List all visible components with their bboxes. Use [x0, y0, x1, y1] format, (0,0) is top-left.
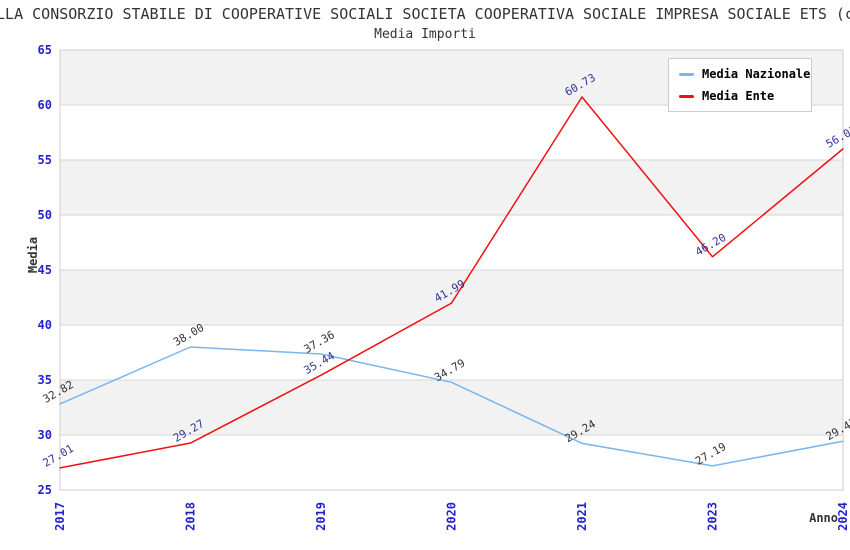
y-tick-label: 50: [38, 208, 52, 222]
chart-subtitle: Media Importi: [374, 27, 476, 42]
legend-item-media-nazionale[interactable]: Media Nazionale: [679, 67, 810, 81]
y-tick-label: 30: [38, 428, 52, 442]
plot-band: [60, 380, 843, 435]
plot-band: [60, 270, 843, 325]
y-tick-label: 45: [38, 263, 52, 277]
x-tick-label: 2019: [314, 502, 328, 531]
y-tick-label: 60: [38, 98, 52, 112]
x-tick-label: 2018: [184, 502, 198, 531]
x-tick-label: 2024: [836, 502, 850, 531]
x-tick-label: 2017: [53, 502, 67, 531]
y-tick-label: 25: [38, 483, 52, 497]
x-tick-label: 2023: [706, 502, 720, 531]
legend-line-swatch: [679, 94, 694, 98]
y-tick-label: 65: [38, 43, 52, 57]
series-line-media-nazionale: [59, 346, 844, 467]
chart-title: LLA CONSORZIO STABILE DI COOPERATIVE SOC…: [0, 5, 850, 23]
y-tick-label: 35: [38, 373, 52, 387]
x-tick-label: 2020: [445, 502, 459, 531]
x-axis-title: Anno: [809, 511, 838, 525]
y-tick-label: 55: [38, 153, 52, 167]
y-axis-title: Media: [26, 236, 40, 274]
series-line-media-ente: [59, 96, 844, 469]
plot-band: [60, 160, 843, 215]
legend-item-label: Media Nazionale: [702, 67, 811, 81]
legend-item-label: Media Ente: [702, 89, 775, 103]
legend-line-swatch: [679, 72, 694, 76]
legend: Media Nazionale Media Ente: [668, 58, 812, 112]
data-label-media-ente: 56.01: [824, 123, 850, 151]
x-tick-label: 2021: [575, 502, 589, 531]
plot-border: [59, 49, 844, 491]
legend-item-media-ente[interactable]: Media Ente: [679, 89, 801, 103]
y-tick-label: 40: [38, 318, 52, 332]
